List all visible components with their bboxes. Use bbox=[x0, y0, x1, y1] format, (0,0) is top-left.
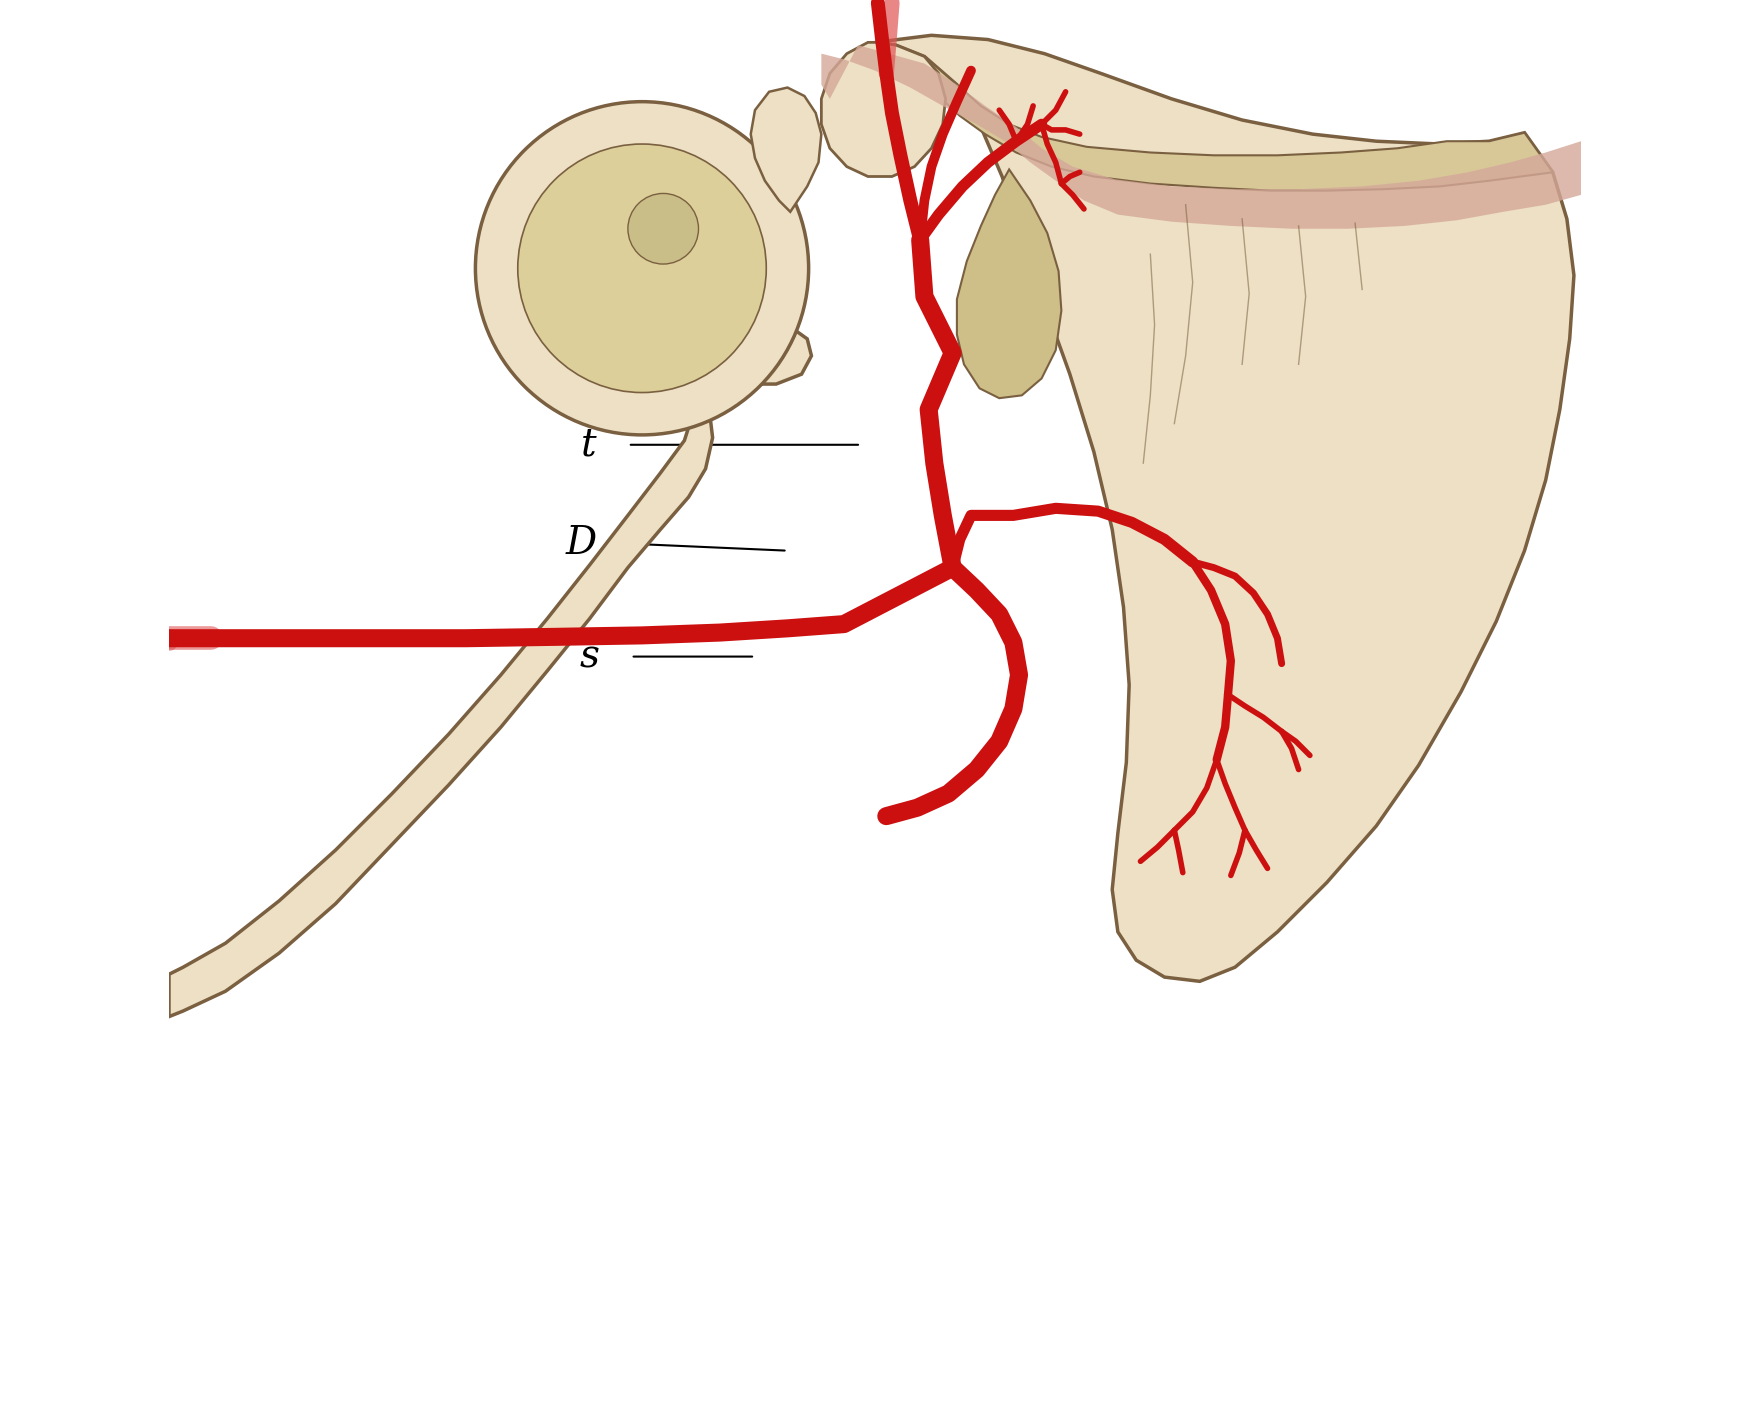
Text: s: s bbox=[579, 638, 600, 675]
Circle shape bbox=[476, 102, 808, 435]
Polygon shape bbox=[751, 88, 821, 212]
Polygon shape bbox=[957, 169, 1062, 398]
Circle shape bbox=[628, 193, 698, 264]
Polygon shape bbox=[170, 318, 812, 1017]
Text: a: a bbox=[574, 264, 597, 301]
Polygon shape bbox=[875, 35, 1573, 981]
Polygon shape bbox=[924, 56, 1552, 191]
Circle shape bbox=[518, 144, 766, 393]
Text: t: t bbox=[581, 426, 597, 463]
Text: D: D bbox=[565, 525, 597, 562]
Polygon shape bbox=[821, 45, 1580, 229]
Polygon shape bbox=[821, 42, 945, 176]
